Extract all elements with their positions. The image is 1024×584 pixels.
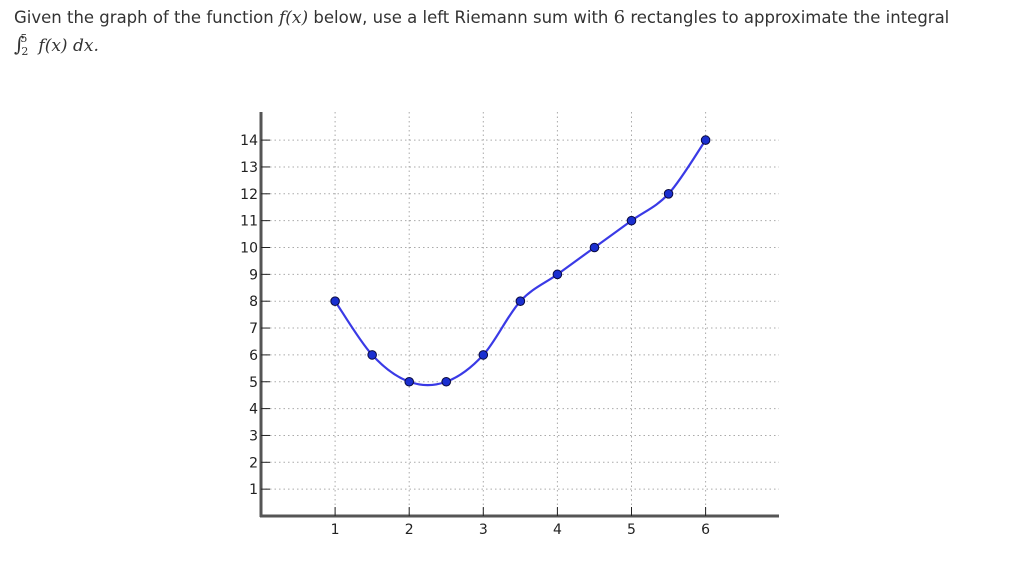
data-points <box>330 135 711 387</box>
data-point <box>478 350 489 360</box>
question-prefix: Given the graph of the function <box>14 8 279 27</box>
y-tick-label: 10 <box>240 241 258 257</box>
function-name: f(x) <box>278 8 309 28</box>
integral-expression: ∫52 f(x) dx. <box>14 32 99 58</box>
data-point <box>330 296 340 307</box>
data-point <box>441 376 452 387</box>
grid <box>261 112 779 516</box>
question-suffix: rectangles to approximate the integral <box>625 8 950 27</box>
data-point <box>663 189 674 199</box>
y-tick-label: 6 <box>249 348 258 364</box>
integrand: f(x) dx. <box>38 36 99 56</box>
y-tick-label: 11 <box>240 214 258 230</box>
function-curve <box>334 139 707 387</box>
y-tick-label: 4 <box>249 402 258 418</box>
y-tick-label: 5 <box>249 375 258 391</box>
question-text: Given the graph of the function f(x) bel… <box>14 6 1014 30</box>
integral-lower-limit: 2 <box>21 45 29 59</box>
y-tick-label: 3 <box>249 428 258 444</box>
x-tick-label: 2 <box>405 522 414 538</box>
data-point <box>700 135 711 145</box>
y-tick-label: 2 <box>249 455 258 471</box>
data-point <box>552 269 563 280</box>
x-tick-label: 4 <box>553 522 562 538</box>
y-tick-label: 8 <box>249 294 258 310</box>
rectangle-count: 6 <box>613 7 626 28</box>
curve-layer <box>334 139 707 387</box>
data-point <box>404 376 415 387</box>
x-tick-label: 3 <box>479 522 488 538</box>
y-tick-label: 9 <box>249 267 258 283</box>
x-tick-label: 1 <box>331 522 340 538</box>
y-tick-label: 7 <box>249 321 258 337</box>
y-tick-label: 13 <box>240 160 258 176</box>
x-tick-label: 6 <box>701 522 710 538</box>
x-tick-label: 5 <box>627 522 636 538</box>
question-middle: below, use a left Riemann sum with <box>308 8 614 27</box>
integral-upper-limit: 5 <box>20 32 28 46</box>
y-tick-label: 14 <box>240 133 258 149</box>
data-point <box>515 296 526 307</box>
data-point <box>589 242 600 253</box>
y-tick-label: 1 <box>249 482 258 498</box>
integral-sign: ∫ <box>14 32 25 56</box>
data-point <box>367 350 377 360</box>
data-point <box>626 215 637 226</box>
y-tick-label: 12 <box>240 187 258 203</box>
